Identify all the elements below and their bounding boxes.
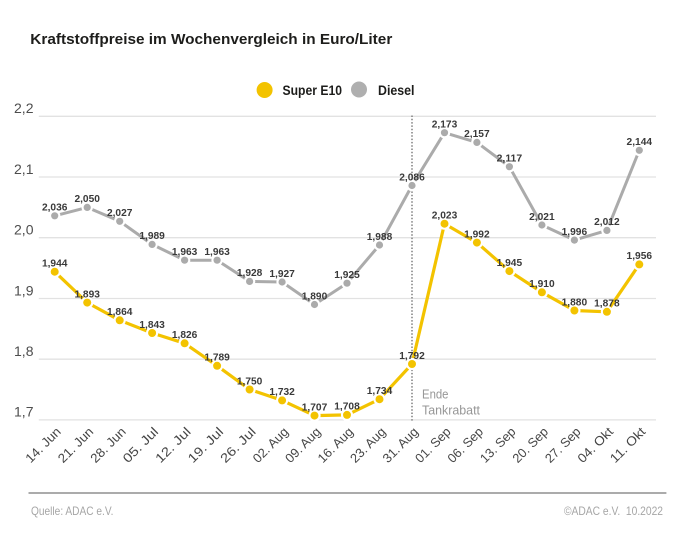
svg-text:2,050: 2,050 bbox=[74, 194, 100, 205]
svg-text:2,157: 2,157 bbox=[464, 129, 490, 140]
svg-text:1,910: 1,910 bbox=[529, 279, 555, 290]
svg-text:Super E10: Super E10 bbox=[283, 82, 343, 98]
svg-text:1,7: 1,7 bbox=[14, 405, 34, 420]
svg-text:1,9: 1,9 bbox=[14, 283, 34, 298]
svg-text:1,988: 1,988 bbox=[367, 232, 393, 243]
svg-text:2,117: 2,117 bbox=[497, 154, 523, 165]
svg-text:1,732: 1,732 bbox=[269, 387, 295, 398]
svg-text:Quelle: ADAC e.V.: Quelle: ADAC e.V. bbox=[31, 504, 114, 518]
svg-text:1,880: 1,880 bbox=[562, 297, 588, 308]
svg-text:1,707: 1,707 bbox=[302, 402, 328, 413]
svg-text:1,708: 1,708 bbox=[334, 402, 360, 413]
svg-text:1,992: 1,992 bbox=[464, 229, 490, 240]
svg-text:Tankrabatt: Tankrabatt bbox=[422, 404, 481, 418]
svg-text:1,963: 1,963 bbox=[204, 247, 230, 258]
svg-text:1,996: 1,996 bbox=[562, 227, 588, 238]
svg-text:11. Okt: 11. Okt bbox=[607, 424, 649, 466]
svg-text:1,944: 1,944 bbox=[42, 259, 68, 270]
svg-text:1,925: 1,925 bbox=[334, 270, 360, 281]
svg-text:1,750: 1,750 bbox=[237, 376, 263, 387]
svg-text:1,8: 1,8 bbox=[14, 344, 34, 359]
svg-text:2,023: 2,023 bbox=[432, 211, 458, 222]
svg-text:1,843: 1,843 bbox=[139, 320, 165, 331]
svg-text:2,2: 2,2 bbox=[14, 101, 34, 116]
svg-text:1,789: 1,789 bbox=[204, 353, 230, 364]
svg-text:1,989: 1,989 bbox=[139, 231, 165, 242]
svg-text:2,012: 2,012 bbox=[594, 217, 620, 228]
svg-text:1,927: 1,927 bbox=[269, 269, 295, 280]
svg-text:1,792: 1,792 bbox=[399, 351, 425, 362]
svg-text:1,734: 1,734 bbox=[367, 386, 393, 397]
svg-text:1,826: 1,826 bbox=[172, 330, 198, 341]
svg-text:1,893: 1,893 bbox=[74, 289, 100, 300]
svg-text:Ende: Ende bbox=[422, 388, 449, 402]
svg-text:1,945: 1,945 bbox=[497, 258, 523, 269]
svg-text:2,036: 2,036 bbox=[42, 203, 68, 214]
svg-text:1,878: 1,878 bbox=[594, 299, 620, 310]
svg-text:©ADAC e.V. 10.2022: ©ADAC e.V. 10.2022 bbox=[564, 504, 663, 518]
svg-text:Kraftstoffpreise im Wochenverg: Kraftstoffpreise im Wochenvergleich in E… bbox=[30, 31, 392, 48]
svg-text:2,027: 2,027 bbox=[107, 208, 133, 219]
svg-text:1,956: 1,956 bbox=[627, 251, 653, 262]
svg-text:2,144: 2,144 bbox=[627, 137, 653, 148]
svg-text:1,890: 1,890 bbox=[302, 291, 328, 302]
svg-text:1,928: 1,928 bbox=[237, 268, 263, 279]
svg-text:1,963: 1,963 bbox=[172, 247, 198, 258]
svg-text:2,1: 2,1 bbox=[14, 162, 34, 177]
svg-text:2,086: 2,086 bbox=[399, 172, 425, 183]
svg-text:Diesel: Diesel bbox=[378, 82, 415, 98]
svg-text:1,864: 1,864 bbox=[107, 307, 133, 318]
svg-text:2,173: 2,173 bbox=[432, 120, 458, 131]
svg-text:2,021: 2,021 bbox=[529, 212, 555, 223]
svg-text:2,0: 2,0 bbox=[14, 223, 34, 238]
